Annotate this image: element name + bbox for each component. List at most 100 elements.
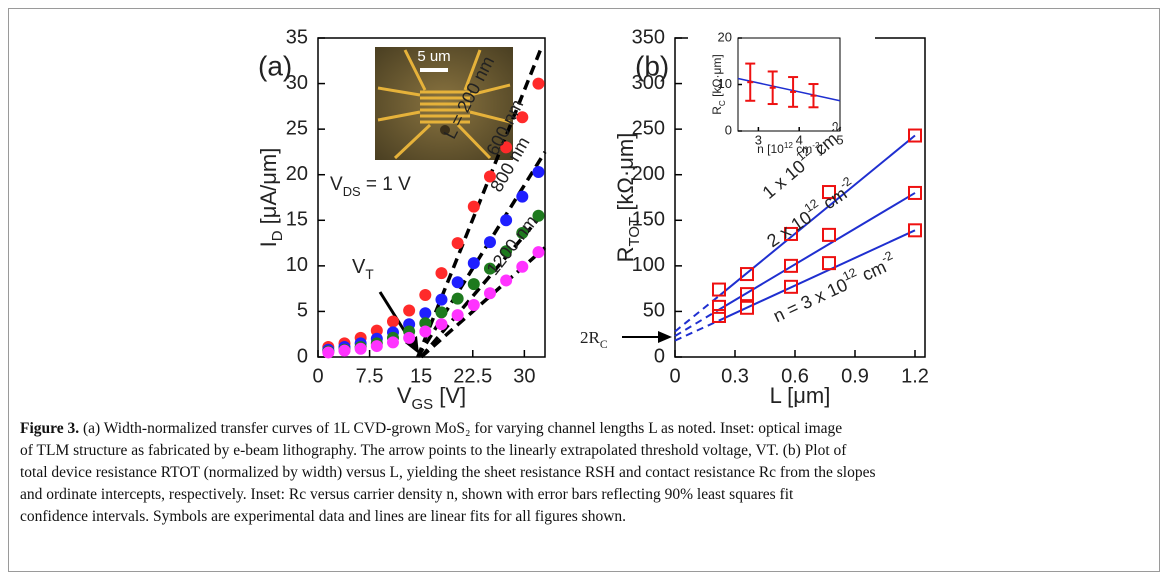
data-point bbox=[532, 165, 545, 178]
x-axis-label: n [1012 cm-2] bbox=[757, 141, 823, 157]
data-point bbox=[451, 276, 464, 289]
y-tick-label: 25 bbox=[286, 117, 308, 139]
y-tick-label: 5 bbox=[297, 300, 308, 322]
panel-label: (a) bbox=[258, 50, 292, 81]
caption-text: confidence intervals. Symbols are experi… bbox=[20, 508, 627, 525]
data-point bbox=[467, 278, 480, 291]
rc-arrow bbox=[622, 331, 672, 343]
data-point bbox=[370, 324, 383, 337]
data-point bbox=[822, 185, 836, 200]
caption-text: and ordinate intercepts, respectively. I… bbox=[20, 486, 794, 503]
data-point bbox=[908, 185, 922, 200]
series-label-part: n = 3 x 10 bbox=[770, 274, 851, 326]
x-tick-label: 5 bbox=[836, 132, 843, 147]
y-axis-label-part: C bbox=[718, 100, 727, 106]
y-tick-label: 50 bbox=[643, 300, 665, 322]
data-point bbox=[403, 304, 416, 317]
data-point bbox=[500, 141, 513, 154]
y-axis-label: ID [μA/μm] bbox=[256, 148, 287, 248]
rc-label-part: 2R bbox=[580, 328, 601, 347]
x-tick-label: 22.5 bbox=[453, 365, 492, 387]
scale-bar-label: 5 um bbox=[417, 48, 450, 65]
fit-line bbox=[674, 308, 720, 337]
panel-label: (b) bbox=[635, 50, 669, 81]
data-point bbox=[435, 318, 448, 331]
data-point bbox=[370, 340, 383, 353]
y-tick-label: 30 bbox=[286, 72, 308, 94]
data-point bbox=[784, 226, 798, 241]
y-axis-label-part: I bbox=[256, 241, 281, 247]
y-axis-label-part: [μA/μm] bbox=[256, 148, 281, 231]
fit-line bbox=[718, 192, 916, 311]
x-tick-label: 0 bbox=[312, 365, 323, 387]
y-tick-label: 0 bbox=[725, 122, 732, 137]
x-axis-label-part: L [μm] bbox=[770, 383, 831, 408]
x-axis-label-part: GS bbox=[412, 396, 434, 410]
data-point bbox=[532, 209, 545, 222]
data-point bbox=[322, 346, 335, 359]
y-tick-label: 10 bbox=[718, 76, 732, 91]
caption-line: confidence intervals. Symbols are experi… bbox=[20, 506, 1155, 528]
vds-label: VDS = 1 V bbox=[330, 174, 411, 199]
data-point bbox=[451, 309, 464, 322]
y-axis-label: RC [kΩ·μm] bbox=[710, 54, 726, 114]
y-tick-label: 200 bbox=[632, 163, 665, 185]
y-tick-label: 20 bbox=[286, 163, 308, 185]
data-point bbox=[532, 246, 545, 259]
y-axis-label-part: TOT bbox=[626, 217, 643, 247]
data-point bbox=[516, 111, 529, 124]
data-point bbox=[712, 308, 726, 323]
data-point bbox=[516, 227, 529, 240]
data-point bbox=[483, 262, 496, 275]
vt-label-part: V bbox=[352, 256, 366, 278]
data-point bbox=[500, 274, 513, 287]
data-point bbox=[467, 200, 480, 213]
fit-line bbox=[674, 295, 720, 333]
inset-background bbox=[688, 26, 875, 167]
data-point bbox=[435, 293, 448, 306]
data-point bbox=[516, 260, 529, 273]
data-point bbox=[784, 258, 798, 273]
plot-frame bbox=[317, 37, 546, 358]
x-axis-label-part: V bbox=[397, 383, 412, 408]
caption-line: of TLM structure as fabricated by e-beam… bbox=[20, 440, 1155, 462]
y-tick-label: 100 bbox=[632, 254, 665, 276]
caption-label: Figure 3. bbox=[20, 420, 80, 437]
x-tick-label: 0 bbox=[669, 365, 680, 387]
y-tick-label: 10 bbox=[286, 254, 308, 276]
caption: Figure 3. (a) Width-normalized transfer … bbox=[20, 418, 1155, 528]
data-point bbox=[451, 237, 464, 250]
data-point bbox=[712, 299, 726, 314]
caption-text: of TLM structure as fabricated by e-beam… bbox=[20, 442, 847, 459]
caption-line: Figure 3. (a) Width-normalized transfer … bbox=[20, 418, 1155, 440]
data-point bbox=[500, 245, 513, 258]
x-axis-label: VGS [V] bbox=[397, 383, 466, 410]
x-tick-label: 1.2 bbox=[901, 365, 929, 387]
y-axis-label-part: R bbox=[710, 106, 724, 115]
x-tick-label: 15 bbox=[410, 365, 432, 387]
data-point bbox=[500, 214, 513, 227]
data-point bbox=[467, 299, 480, 312]
fit-line bbox=[416, 46, 544, 358]
data-point bbox=[483, 236, 496, 249]
data-point bbox=[419, 317, 432, 330]
vds-label-part: = 1 V bbox=[361, 174, 411, 195]
fit-line bbox=[718, 229, 916, 322]
y-tick-label: 150 bbox=[632, 209, 665, 231]
data-point bbox=[451, 292, 464, 305]
data-point bbox=[419, 289, 432, 302]
y-axis-label-part: R bbox=[613, 246, 638, 262]
fit-line bbox=[718, 134, 916, 297]
x-tick-label: 0.9 bbox=[841, 365, 869, 387]
rc-label-part: C bbox=[600, 338, 608, 351]
y-tick-label: 0 bbox=[297, 345, 308, 367]
caption-line: and ordinate intercepts, respectively. I… bbox=[20, 484, 1155, 506]
data-point bbox=[338, 344, 351, 357]
x-axis-label-part: -2 bbox=[812, 141, 820, 150]
data-point bbox=[435, 267, 448, 280]
x-axis-label-part: ] bbox=[820, 142, 823, 156]
data-point bbox=[740, 300, 754, 315]
data-point bbox=[419, 307, 432, 320]
